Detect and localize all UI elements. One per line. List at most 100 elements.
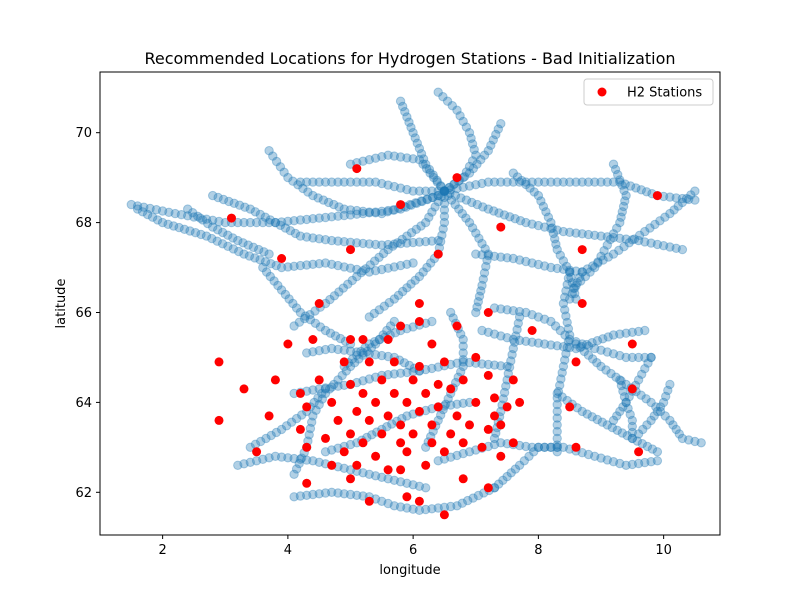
road-point <box>652 456 663 466</box>
road-point <box>650 219 660 230</box>
road-point <box>602 232 612 242</box>
road-point <box>382 207 393 217</box>
road-point <box>318 195 329 205</box>
road-point <box>596 361 606 372</box>
road-point <box>558 442 569 452</box>
road-point <box>379 301 389 311</box>
road-point <box>527 337 537 347</box>
road-point <box>458 398 468 408</box>
station-point <box>227 213 236 223</box>
road-point <box>358 238 368 249</box>
road-point <box>389 239 399 249</box>
road-point <box>302 490 312 500</box>
road-point <box>398 286 408 297</box>
road-point <box>614 245 624 256</box>
road-point <box>283 453 293 463</box>
road-point <box>546 442 556 452</box>
road-point <box>552 244 562 255</box>
road-point <box>193 211 203 222</box>
road-point <box>671 243 681 254</box>
road-point <box>483 204 493 214</box>
road-point <box>552 442 562 452</box>
road-point <box>612 411 622 421</box>
road-point <box>370 207 381 217</box>
road-point <box>239 217 249 228</box>
road-point <box>213 192 223 203</box>
road-point <box>551 239 561 249</box>
road-point <box>561 349 571 359</box>
road-point <box>327 445 337 455</box>
road-point <box>464 128 475 138</box>
road-point <box>665 242 675 252</box>
road-point <box>627 327 637 337</box>
road-point <box>233 217 243 228</box>
road-point <box>463 495 473 506</box>
road-point <box>302 455 312 465</box>
road-point <box>212 236 222 246</box>
road-point <box>690 195 700 205</box>
station-point <box>302 402 312 412</box>
road-point <box>627 421 637 432</box>
road-point <box>587 338 597 348</box>
road-point <box>565 227 575 238</box>
road-point <box>608 229 619 239</box>
road-point <box>444 183 454 193</box>
road-point <box>339 210 349 221</box>
station-point <box>496 420 506 430</box>
road-point <box>577 229 587 239</box>
road-point <box>552 263 562 274</box>
road-point <box>358 350 368 360</box>
road-point <box>439 217 450 228</box>
road-point <box>627 433 637 444</box>
road-point <box>377 208 387 219</box>
road-point <box>329 379 339 390</box>
road-point <box>458 355 468 365</box>
road-point <box>408 154 418 164</box>
road-point <box>621 460 631 470</box>
road-point <box>126 199 137 210</box>
road-point <box>533 259 544 270</box>
road-point <box>480 244 490 254</box>
road-point <box>362 346 372 357</box>
road-point <box>343 279 353 289</box>
road-point <box>436 191 446 202</box>
road-point <box>677 244 688 255</box>
road-point <box>427 186 437 196</box>
road-point <box>414 237 425 247</box>
road-point <box>271 260 281 271</box>
road-point <box>358 208 368 219</box>
road-point <box>308 411 318 421</box>
road-point <box>308 214 318 224</box>
station-point <box>346 335 355 344</box>
station-point <box>302 442 312 452</box>
road-point <box>437 230 447 240</box>
road-point <box>637 439 647 449</box>
road-point <box>619 241 629 252</box>
road-point <box>615 406 625 417</box>
road-point <box>625 409 635 420</box>
road-point <box>276 452 287 462</box>
road-point <box>339 204 349 214</box>
road-point <box>552 393 562 403</box>
road-point <box>640 325 650 336</box>
road-point <box>510 464 521 474</box>
road-point <box>320 388 331 399</box>
road-point <box>433 362 443 372</box>
road-point <box>684 435 694 445</box>
station-point <box>439 510 449 520</box>
road-point <box>552 388 562 399</box>
road-point <box>305 310 315 320</box>
road-point <box>365 260 375 270</box>
road-point <box>269 276 279 286</box>
station-point <box>490 393 499 403</box>
road-point <box>452 183 462 194</box>
road-point <box>508 253 518 264</box>
road-point <box>361 264 371 274</box>
road-point <box>674 429 684 439</box>
road-point <box>622 431 632 441</box>
road-point <box>300 311 311 321</box>
road-point <box>308 190 318 201</box>
road-point <box>669 205 679 215</box>
road-point <box>352 347 362 357</box>
road-point <box>556 374 566 384</box>
